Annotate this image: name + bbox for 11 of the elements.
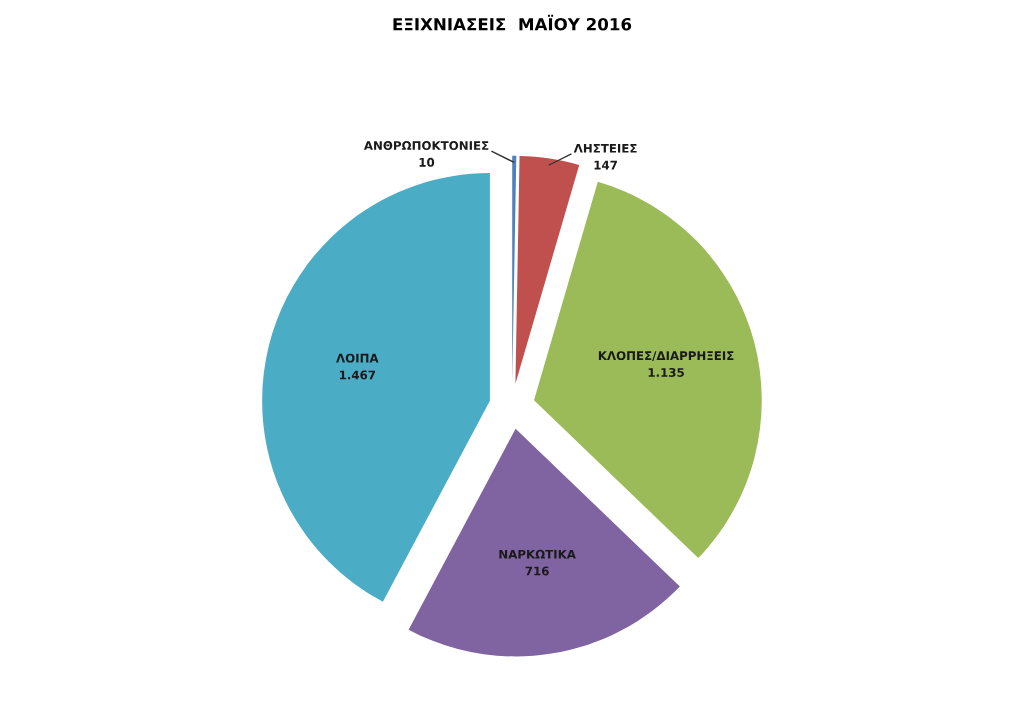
- slice-label: ΝΑΡΚΩΤΙΚΑ: [499, 549, 576, 559]
- data-label: 716: [525, 566, 549, 576]
- chart-title: ΕΞΙΧΝΙΑΣΕΙΣ ΜΑΪΟΥ 2016: [393, 14, 632, 31]
- slice-label: ΛΟΙΠΑ: [336, 353, 379, 363]
- data-label: 1.135: [648, 367, 684, 377]
- slice-label: ΛΗΣΤΕΙΕΣ: [573, 143, 637, 153]
- slice-label: ΑΝΘΡΩΠΟΚΤΟΝΙΕΣ: [363, 141, 489, 150]
- data-label: 10: [419, 157, 435, 167]
- data-label: 1.467: [339, 370, 376, 380]
- slice-label: ΚΛΟΠΕΣ/ΔΙΑΡΡΗΞΕΙΣ: [598, 351, 734, 362]
- data-label: 147: [594, 160, 617, 170]
